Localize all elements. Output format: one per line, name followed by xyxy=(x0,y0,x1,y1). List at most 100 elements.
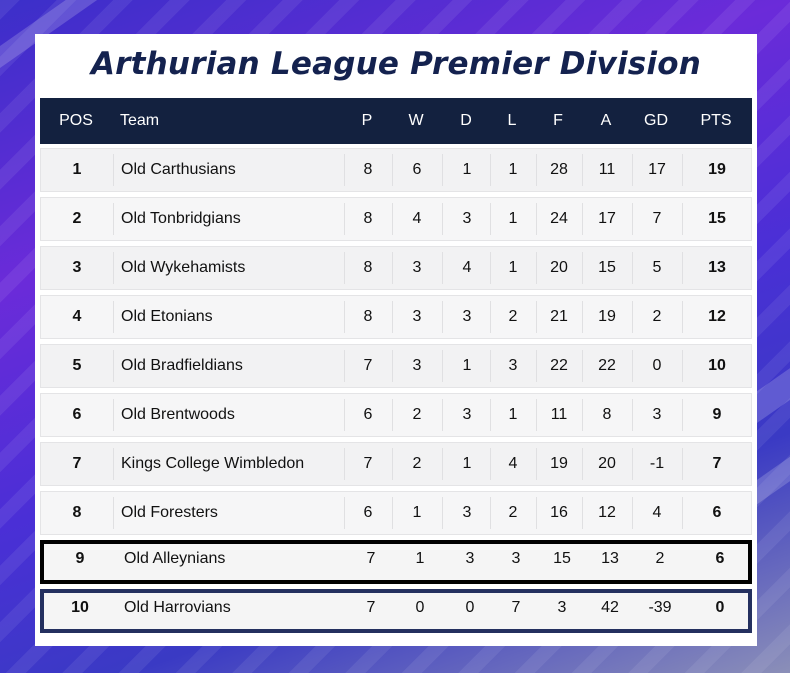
page-title: Arthurian League Premier Division xyxy=(90,46,702,82)
column-divider xyxy=(490,301,491,333)
column-divider xyxy=(682,399,683,431)
column-divider xyxy=(582,350,583,382)
row-team-name: Old Bradfieldians xyxy=(121,357,243,374)
column-divider xyxy=(582,301,583,333)
column-divider xyxy=(392,301,393,333)
column-divider xyxy=(113,350,114,382)
column-divider xyxy=(536,497,537,529)
column-divider xyxy=(113,203,114,235)
row-played: 8 xyxy=(363,210,373,227)
column-divider xyxy=(632,497,633,529)
row-position: 10 xyxy=(71,599,89,616)
row-won: 0 xyxy=(415,599,425,616)
column-divider xyxy=(442,154,443,186)
column-divider xyxy=(682,350,683,382)
row-team-name: Old Foresters xyxy=(121,504,218,521)
column-divider xyxy=(682,301,683,333)
row-points: 12 xyxy=(708,308,726,325)
table-row: 8 Old Foresters 6 1 3 2 16 12 4 6 xyxy=(40,491,752,535)
column-divider xyxy=(344,350,345,382)
row-won: 2 xyxy=(412,455,422,472)
row-goals-against: 11 xyxy=(598,161,616,178)
row-played: 7 xyxy=(363,455,373,472)
column-divider xyxy=(632,154,633,186)
row-position: 6 xyxy=(72,406,82,423)
row-lost: 1 xyxy=(508,406,518,423)
row-played: 8 xyxy=(363,308,373,325)
column-divider xyxy=(344,203,345,235)
column-divider xyxy=(392,203,393,235)
header-goal-difference: GD xyxy=(644,112,668,129)
row-won: 4 xyxy=(412,210,422,227)
row-goals-for: 20 xyxy=(550,259,568,276)
row-played: 7 xyxy=(366,599,376,616)
column-divider xyxy=(582,252,583,284)
column-divider xyxy=(113,448,114,480)
row-goals-against: 20 xyxy=(598,455,616,472)
column-divider xyxy=(392,399,393,431)
column-divider xyxy=(442,448,443,480)
row-points: 0 xyxy=(715,599,725,616)
row-goals-against: 42 xyxy=(601,599,619,616)
column-divider xyxy=(682,203,683,235)
row-team-name: Old Alleynians xyxy=(124,550,226,567)
column-divider xyxy=(536,350,537,382)
row-position: 8 xyxy=(72,504,82,521)
row-team-name: Kings College Wimbledon xyxy=(121,455,305,472)
row-goal-difference: 2 xyxy=(652,308,662,325)
row-position: 5 xyxy=(72,357,82,374)
row-goals-for: 16 xyxy=(550,504,568,521)
row-points: 19 xyxy=(708,161,726,178)
column-divider xyxy=(392,448,393,480)
row-drawn: 3 xyxy=(462,308,472,325)
column-divider xyxy=(113,497,114,529)
column-divider xyxy=(682,497,683,529)
row-team-name: Old Etonians xyxy=(121,308,213,325)
column-divider xyxy=(632,203,633,235)
column-divider xyxy=(344,399,345,431)
row-goal-difference: 3 xyxy=(652,406,662,423)
row-team-name: Old Harrovians xyxy=(124,599,231,616)
row-lost: 2 xyxy=(508,308,518,325)
row-team-name: Old Brentwoods xyxy=(121,406,235,423)
row-won: 1 xyxy=(415,550,425,567)
row-lost: 3 xyxy=(511,550,521,567)
column-divider xyxy=(536,448,537,480)
row-points: 10 xyxy=(708,357,726,374)
row-goals-against: 22 xyxy=(598,357,616,374)
header-against: A xyxy=(600,112,612,129)
row-team-name: Old Wykehamists xyxy=(121,259,246,276)
row-goals-against: 15 xyxy=(598,259,616,276)
row-team-name: Old Tonbridgians xyxy=(121,210,241,227)
table-row: 4 Old Etonians 8 3 3 2 21 19 2 12 xyxy=(40,295,752,339)
column-divider xyxy=(490,252,491,284)
column-divider xyxy=(536,154,537,186)
row-played: 7 xyxy=(363,357,373,374)
row-played: 8 xyxy=(363,161,373,178)
row-lost: 4 xyxy=(508,455,518,472)
table-row: 9 Old Alleynians 7 1 3 3 15 13 2 6 xyxy=(40,540,752,584)
row-drawn: 1 xyxy=(462,161,472,178)
header-team: Team xyxy=(120,112,160,129)
column-divider xyxy=(344,497,345,529)
row-won: 6 xyxy=(412,161,422,178)
table-row: 7 Kings College Wimbledon 7 2 1 4 19 20 -1 7 xyxy=(40,442,752,486)
column-divider xyxy=(682,448,683,480)
row-goals-against: 8 xyxy=(602,406,612,423)
row-goal-difference: -1 xyxy=(649,455,665,472)
row-team-name: Old Carthusians xyxy=(121,161,236,178)
row-lost: 1 xyxy=(508,210,518,227)
header-drawn: D xyxy=(460,112,472,129)
column-divider xyxy=(344,448,345,480)
row-played: 8 xyxy=(363,259,373,276)
column-divider xyxy=(536,301,537,333)
header-lost: L xyxy=(507,112,517,129)
row-drawn: 3 xyxy=(462,210,472,227)
row-goal-difference: 5 xyxy=(652,259,662,276)
row-position: 4 xyxy=(72,308,82,325)
column-divider xyxy=(536,399,537,431)
row-lost: 7 xyxy=(511,599,521,616)
row-goals-against: 12 xyxy=(598,504,616,521)
row-goal-difference: -39 xyxy=(648,599,672,616)
column-divider xyxy=(632,399,633,431)
